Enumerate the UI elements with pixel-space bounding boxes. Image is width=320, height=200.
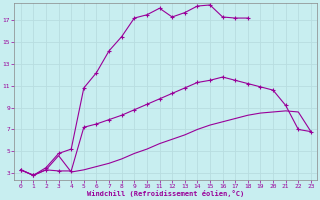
- X-axis label: Windchill (Refroidissement éolien,°C): Windchill (Refroidissement éolien,°C): [87, 190, 244, 197]
